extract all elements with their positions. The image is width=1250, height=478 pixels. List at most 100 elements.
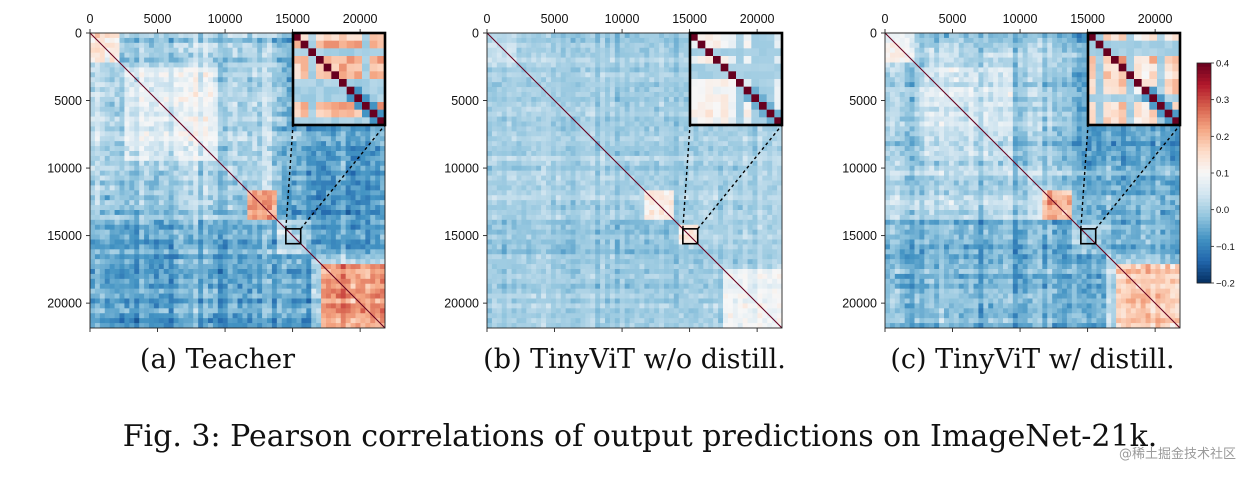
heatmap-cell (149, 33, 155, 39)
heatmap-cell (605, 111, 611, 117)
heatmap-cell (281, 47, 288, 54)
heatmap-cell (286, 82, 292, 88)
heatmap-cell (188, 47, 194, 54)
heatmap-cell (252, 67, 258, 73)
heatmap-cell (99, 136, 106, 142)
heatmap-cell (546, 96, 552, 103)
heatmap-cell (516, 72, 522, 78)
heatmap-cell (575, 96, 581, 103)
heatmap-cell (158, 308, 165, 314)
heatmap-cell (360, 318, 366, 324)
heatmap-cell (119, 33, 125, 39)
heatmap-cell (609, 96, 616, 103)
heatmap-cell (188, 155, 194, 162)
heatmap-cell (321, 254, 327, 260)
heatmap-cell (168, 244, 174, 250)
heatmap-cell (511, 82, 517, 88)
heatmap-cell (173, 224, 179, 231)
heatmap-cell (301, 273, 307, 280)
heatmap-cell (90, 224, 96, 231)
heatmap-cell (516, 116, 522, 122)
heatmap-cell (212, 264, 219, 270)
heatmap-cell (139, 52, 145, 58)
heatmap-cell (350, 269, 356, 275)
heatmap-cell (555, 111, 562, 117)
heatmap-cell (99, 210, 106, 216)
heatmap-cell (257, 47, 263, 54)
heatmap-cell (139, 146, 145, 152)
heatmap-cell (149, 141, 155, 147)
heatmap-cell (227, 269, 233, 275)
heatmap-cell (163, 200, 170, 206)
heatmap-cell (326, 229, 332, 235)
heatmap-cell (149, 87, 155, 93)
heatmap-cell (291, 323, 297, 328)
heatmap-cell (286, 96, 292, 103)
heatmap-cell (531, 67, 537, 73)
heatmap-cell (193, 180, 199, 186)
heatmap-cell (654, 52, 660, 58)
heatmap-cell (252, 141, 258, 147)
heatmap-cell (536, 62, 542, 68)
heatmap-cell (173, 106, 179, 113)
heatmap-cell (619, 121, 626, 127)
heatmap-cell (718, 126, 724, 132)
heatmap-cell (153, 249, 160, 255)
inset-cell (293, 79, 301, 87)
inset-cell (316, 56, 324, 64)
heatmap-cell (188, 298, 194, 304)
heatmap-cell (168, 155, 174, 162)
heatmap-cell (683, 101, 689, 108)
heatmap-cell (134, 92, 140, 98)
heatmap-cell (129, 283, 135, 290)
heatmap-cell (237, 151, 243, 157)
heatmap-cell (375, 264, 381, 270)
heatmap-cell (360, 293, 366, 299)
heatmap-cell (222, 190, 229, 196)
heatmap-cell (119, 146, 125, 152)
heatmap-cell (355, 293, 361, 299)
heatmap-cell (306, 313, 312, 319)
heatmap-cell (153, 229, 160, 235)
heatmap-cell (291, 264, 297, 270)
heatmap-cell (149, 249, 155, 255)
heatmap-cell (114, 308, 120, 314)
heatmap-cell (286, 42, 292, 49)
heatmap-cell (153, 190, 160, 196)
heatmap-cell (659, 67, 665, 73)
heatmap-cell (247, 269, 253, 275)
heatmap-cell (104, 318, 111, 324)
heatmap-cell (232, 151, 238, 157)
heatmap-cell (296, 151, 302, 157)
heatmap-cell (163, 121, 170, 127)
heatmap-cell (668, 42, 675, 49)
heatmap-cell (99, 229, 106, 235)
inset-cell (339, 33, 347, 41)
heatmap-cell (311, 234, 317, 240)
heatmap-cell (335, 175, 342, 181)
heatmap-cell (183, 259, 189, 265)
heatmap-cell (237, 278, 243, 285)
heatmap-cell (222, 288, 229, 294)
heatmap-cell (168, 254, 174, 260)
heatmap-cell (487, 52, 493, 58)
heatmap-cell (144, 106, 150, 113)
heatmap-cell (281, 323, 288, 328)
heatmap-cell (94, 160, 101, 167)
heatmap-cell (114, 239, 120, 245)
heatmap-cell (163, 185, 170, 191)
heatmap-cell (139, 259, 145, 265)
heatmap-cell (237, 116, 243, 122)
heatmap-cell (296, 229, 302, 235)
heatmap-cell (516, 101, 522, 108)
heatmap-cell (501, 126, 508, 132)
heatmap-cell (208, 259, 214, 265)
heatmap-cell (153, 323, 160, 328)
heatmap-cell (506, 126, 512, 132)
heatmap-cell (281, 283, 288, 290)
heatmap-cell (345, 273, 351, 280)
heatmap-cell (276, 254, 283, 260)
heatmap-cell (203, 254, 209, 260)
heatmap-cell (271, 264, 278, 270)
heatmap-cell (222, 219, 229, 226)
